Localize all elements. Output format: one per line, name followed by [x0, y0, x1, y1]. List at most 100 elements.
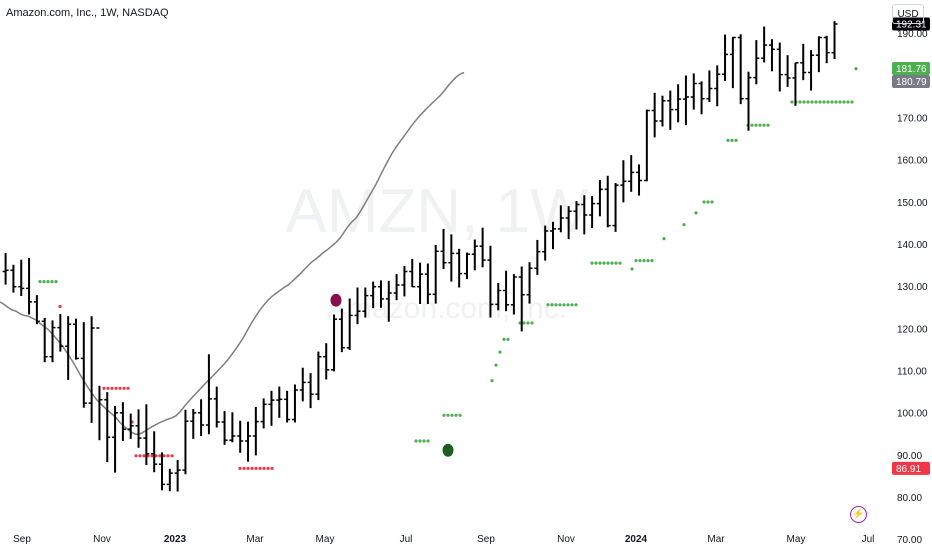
signal-dot-green: [38, 280, 42, 284]
ohlc-bar: [753, 40, 760, 85]
x-tick-label: Sep: [13, 534, 31, 545]
signal-dot-green: [650, 259, 654, 263]
signal-dot-green: [46, 280, 50, 284]
currency-button[interactable]: USD: [892, 4, 924, 24]
signal-dot-green: [682, 223, 686, 227]
signal-dot-green: [42, 280, 46, 284]
signal-dot-green: [498, 350, 502, 354]
ohlc-bar: [557, 205, 564, 233]
ohlc-bar: [432, 245, 439, 304]
x-tick-label: 2023: [164, 534, 187, 545]
signal-dot-green: [574, 303, 578, 307]
ohlc-bar: [284, 390, 291, 423]
ohlc-bar: [424, 263, 431, 304]
signal-dot-red: [58, 304, 62, 309]
x-tick-label: May: [787, 534, 806, 545]
signal-dot-green: [842, 100, 846, 104]
signal-dot-green: [634, 259, 638, 263]
ohlc-bar: [268, 390, 275, 426]
signal-dot-green: [802, 100, 806, 104]
ohlc-bar: [291, 384, 298, 423]
signal-dot-red: [266, 466, 270, 470]
ohlc-bar: [667, 90, 674, 130]
ohlc-bar: [127, 413, 134, 439]
ohlc-bar: [526, 262, 533, 304]
ohlc-bar: [354, 287, 361, 325]
signal-dot-green: [822, 100, 826, 104]
signal-dot-green: [730, 138, 734, 142]
y-tick-label: 190.00: [897, 29, 928, 40]
price-labels: 192.31 181.76 180.79 86.91: [892, 17, 930, 475]
ohlc-bar: [362, 287, 369, 318]
ohlc-bar: [65, 316, 72, 380]
ohlc-bar: [495, 282, 502, 311]
price-label-text: 180.79: [896, 77, 927, 88]
signal-dot-green: [50, 280, 54, 284]
signal-dot-green: [590, 261, 594, 265]
signal-dot-green: [550, 303, 554, 307]
ohlc-bar: [729, 36, 736, 89]
signal-dot-green: [758, 123, 762, 127]
ohlc-bar: [229, 412, 236, 443]
ohlc-bar: [2, 253, 9, 285]
price-label-bg: [892, 17, 930, 31]
signal-dot-green: [826, 100, 830, 104]
signal-dot-green: [418, 439, 422, 443]
signal-dot-green: [630, 267, 634, 271]
signal-dot-green: [422, 439, 426, 443]
price-label-bg: [892, 75, 930, 88]
signal-dot-green: [646, 259, 650, 263]
x-tick-label: May: [316, 534, 335, 545]
signal-dot-green: [750, 123, 754, 127]
ohlc-bar: [409, 258, 416, 288]
x-tick-label: Nov: [93, 534, 111, 545]
ohlc-bar: [792, 62, 799, 106]
ohlc-bar: [198, 399, 205, 436]
ohlc-bar: [213, 386, 220, 428]
ohlc-bar: [808, 50, 815, 91]
signal-dot-green: [638, 259, 642, 263]
price-label-text: 181.76: [896, 64, 927, 75]
company-watermark: Amazon.com, Inc.: [327, 292, 567, 325]
signal-dot-green: [642, 259, 646, 263]
y-tick-label: 80.00: [897, 493, 922, 504]
signal-dot-green: [834, 100, 838, 104]
ohlc-bar: [10, 264, 17, 293]
signal-dot-green: [710, 200, 714, 204]
x-tick-label: Nov: [557, 534, 575, 545]
signal-dot-green: [558, 303, 562, 307]
signal-dot-red: [138, 454, 142, 458]
signal-dot-red: [270, 466, 274, 470]
y-tick-label: 100.00: [897, 409, 928, 420]
ohlc-bar: [768, 39, 775, 72]
signal-dot-red: [142, 454, 146, 458]
ohlc-bar: [745, 71, 752, 131]
symbol-watermark: AMZN, 1W: [285, 177, 589, 246]
signal-dot-green: [726, 138, 730, 142]
signal-dot-red: [254, 466, 258, 470]
signal-dot-green: [806, 100, 810, 104]
signal-dot-green: [426, 439, 430, 443]
ohlc-bar: [761, 26, 768, 63]
time-axis[interactable]: Sep Nov 2023 Mar May Jul Sep Nov 2024 Mar May Jul: [13, 534, 874, 545]
price-label-gray: 180.79: [892, 75, 930, 88]
ohlc-bar: [159, 452, 165, 491]
x-tick-label: Mar: [707, 534, 725, 545]
ohlc-bar: [722, 34, 729, 81]
ohlc-bar: [338, 308, 345, 353]
signal-dot-green: [702, 200, 706, 204]
ohlc-bar: [815, 36, 822, 73]
lightning-icon[interactable]: ⚡: [850, 506, 867, 523]
ohlc-bar: [331, 314, 338, 372]
moving-average-line: [0, 71, 465, 436]
ohlc-bar: [299, 367, 306, 402]
ohlc-bar: [604, 175, 611, 228]
signal-dots: [38, 67, 858, 470]
ohlc-bar: [260, 398, 267, 429]
signal-dot-green: [602, 261, 606, 265]
bottom-reversal-marker: [442, 443, 454, 457]
signal-dot-green: [850, 100, 854, 104]
signal-dot-green: [546, 303, 550, 307]
signal-dot-green: [594, 261, 598, 265]
